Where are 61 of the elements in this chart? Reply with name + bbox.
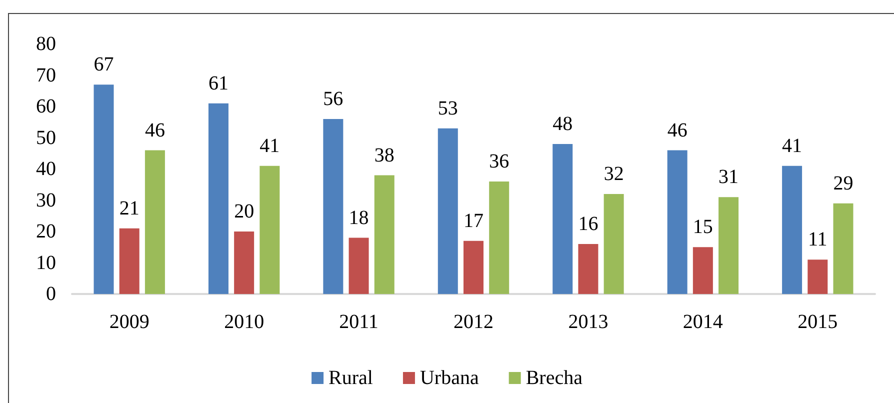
data-label: 61	[208, 72, 228, 94]
x-tick-label: 2013	[568, 311, 608, 333]
bar	[692, 247, 713, 294]
bar	[489, 182, 510, 294]
data-label: 29	[833, 172, 854, 194]
bar	[667, 150, 688, 294]
data-label: 17	[464, 210, 484, 232]
bar	[604, 194, 624, 294]
bar	[208, 103, 228, 294]
legend-label: Brecha	[526, 367, 583, 389]
data-label: 15	[692, 216, 713, 238]
x-tick-label: 2010	[224, 311, 264, 333]
data-label: 46	[667, 119, 688, 142]
y-tick-label: 70	[36, 64, 56, 86]
x-tick-label: 2012	[454, 311, 494, 333]
y-tick-label: 50	[36, 126, 56, 149]
x-tick-label: 2009	[109, 311, 150, 333]
data-label: 48	[552, 113, 573, 135]
legend-label: Rural	[328, 367, 374, 389]
bar	[782, 166, 802, 294]
y-tick-label: 20	[36, 220, 56, 242]
bar	[94, 84, 114, 294]
y-tick-label: 0	[46, 283, 56, 305]
bar	[119, 228, 140, 294]
y-tick-label: 80	[36, 33, 56, 55]
y-tick-label: 30	[36, 189, 56, 212]
bar	[234, 232, 254, 294]
bar	[260, 166, 280, 294]
bar	[833, 203, 854, 294]
legend-label: Urbana	[420, 367, 479, 389]
data-label: 21	[119, 197, 140, 220]
data-label: 36	[489, 150, 510, 172]
bar	[348, 238, 369, 294]
data-label: 38	[374, 144, 394, 166]
x-tick-label: 2015	[798, 311, 838, 333]
x-tick-label: 2014	[682, 311, 723, 333]
data-label: 20	[234, 200, 254, 222]
data-label: 56	[323, 88, 344, 110]
data-label: 41	[260, 134, 280, 157]
bar	[144, 150, 165, 294]
data-label: 46	[144, 119, 165, 142]
data-label: 53	[438, 97, 458, 120]
data-label: 41	[782, 134, 802, 157]
bar	[718, 197, 739, 294]
y-tick-label: 10	[36, 252, 56, 274]
bar	[578, 244, 598, 294]
bar	[552, 144, 573, 294]
data-label: 18	[348, 206, 369, 229]
y-tick-label: 60	[36, 96, 56, 118]
x-tick-label: 2011	[339, 311, 378, 333]
data-label: 16	[578, 213, 598, 235]
data-label: 11	[808, 228, 828, 251]
bar	[464, 240, 484, 294]
bar	[374, 175, 394, 294]
data-label: 67	[94, 54, 114, 76]
data-label: 32	[604, 163, 624, 185]
y-tick-label: 40	[36, 158, 56, 180]
data-label: 31	[718, 166, 739, 188]
bar	[438, 128, 458, 294]
bar	[808, 260, 828, 294]
bar	[323, 119, 344, 294]
